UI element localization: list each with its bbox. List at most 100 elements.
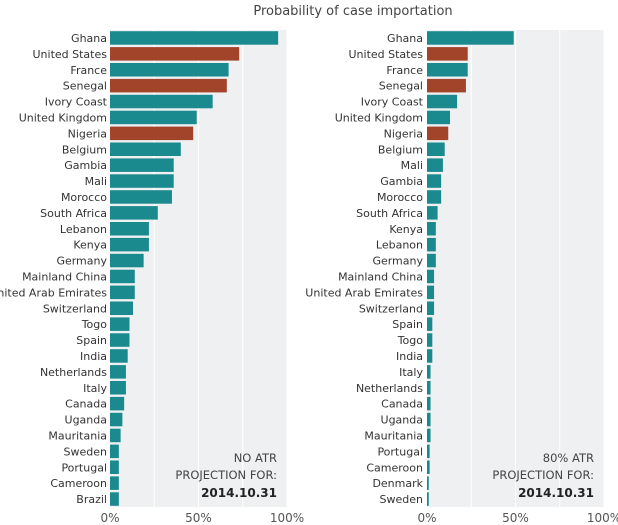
x-tick-label: 100% xyxy=(587,511,618,525)
category-label: South Africa xyxy=(40,207,107,220)
category-label: Mainland China xyxy=(22,270,107,283)
bar-united-kingdom xyxy=(427,110,451,125)
bar-sweden xyxy=(427,492,429,506)
bar-united-kingdom xyxy=(110,110,197,125)
bar-togo xyxy=(427,333,433,347)
category-label: Ghana xyxy=(71,32,107,45)
bar-senegal xyxy=(110,78,227,93)
bar-netherlands xyxy=(427,381,431,395)
bar-italy xyxy=(110,381,126,395)
bar-belgium xyxy=(427,142,445,156)
bar-mainland-china xyxy=(427,269,435,284)
category-label: United Arab Emirates xyxy=(305,286,423,299)
category-label: Nigeria xyxy=(68,127,107,140)
panel-2: Ghana United States France Senegal Ivory Coa… xyxy=(305,30,618,525)
category-label: Switzerland xyxy=(359,302,423,315)
bar-portugal xyxy=(110,460,119,474)
category-label: Kenya xyxy=(73,239,107,252)
bar-mainland-china xyxy=(110,269,135,284)
category-label: Brazil xyxy=(76,493,107,506)
category-label: Sweden xyxy=(380,493,423,506)
x-tick-label: 50% xyxy=(185,511,212,525)
category-label: Germany xyxy=(56,255,107,268)
bar-ivory-coast xyxy=(427,94,458,109)
category-label: France xyxy=(70,64,107,77)
category-label: Senegal xyxy=(379,80,423,93)
category-label: Ivory Coast xyxy=(361,96,424,109)
category-label: Gambia xyxy=(64,159,107,172)
bar-switzerland xyxy=(110,301,134,315)
category-label: Mainland China xyxy=(338,270,423,283)
x-tick-label: 50% xyxy=(502,511,529,525)
bar-togo xyxy=(110,317,130,331)
annotation-line1: NO ATR xyxy=(234,451,277,465)
category-label: Mauritania xyxy=(364,429,423,442)
bar-united-states xyxy=(110,47,240,61)
category-label: United States xyxy=(349,48,424,61)
category-label: Gambia xyxy=(380,175,423,188)
category-label: Netherlands xyxy=(40,366,107,379)
category-label: Portugal xyxy=(61,461,107,474)
category-label: Italy xyxy=(399,366,423,379)
bar-france xyxy=(110,63,229,77)
category-label: Mauritania xyxy=(48,429,107,442)
x-tick-label: 100% xyxy=(270,511,304,525)
category-label: Cameroon xyxy=(366,461,423,474)
category-label: United Kingdom xyxy=(335,111,423,124)
category-label: Ivory Coast xyxy=(45,96,108,109)
bar-gambia xyxy=(427,174,442,188)
bar-india xyxy=(427,349,433,363)
bar-senegal xyxy=(427,78,466,93)
bar-mauritania xyxy=(427,428,431,443)
bar-netherlands xyxy=(110,365,126,379)
bar-mali xyxy=(110,174,174,188)
category-label: United States xyxy=(33,48,108,61)
annotation-date: 2014.10.31 xyxy=(201,486,277,500)
category-label: Spain xyxy=(76,334,107,347)
bar-germany xyxy=(110,253,144,268)
category-label: Morocco xyxy=(61,191,107,204)
bar-canada xyxy=(110,396,125,411)
category-label: Netherlands xyxy=(356,382,423,395)
category-label: Canada xyxy=(65,398,107,411)
bar-morocco xyxy=(427,190,442,204)
panel-1: Ghana United States France Senegal Ivory Coa… xyxy=(0,30,304,525)
bar-ivory-coast xyxy=(110,94,213,109)
category-label: Ghana xyxy=(387,32,423,45)
category-label: Uganda xyxy=(65,414,107,427)
bar-cameroon xyxy=(110,476,119,490)
category-label: Switzerland xyxy=(43,302,107,315)
category-label: Morocco xyxy=(377,191,423,204)
category-label: Senegal xyxy=(63,80,107,93)
bar-united-states xyxy=(427,47,468,61)
category-label: Mali xyxy=(401,159,423,172)
bar-portugal xyxy=(427,444,430,459)
category-label: Mali xyxy=(85,175,107,188)
category-label: India xyxy=(396,350,423,363)
bar-india xyxy=(110,349,128,363)
category-label: Portugal xyxy=(377,445,423,458)
bar-switzerland xyxy=(427,301,435,315)
bar-south-africa xyxy=(427,206,438,220)
category-label: Denmark xyxy=(372,477,423,490)
annotation-line1: 80% ATR xyxy=(543,451,594,465)
bar-denmark xyxy=(427,476,429,490)
category-label: South Africa xyxy=(356,207,423,220)
bar-south-africa xyxy=(110,206,158,220)
bar-germany xyxy=(427,253,436,268)
bar-ghana xyxy=(110,31,279,45)
category-label: Uganda xyxy=(381,414,423,427)
category-label: Lebanon xyxy=(60,223,107,236)
category-label: Spain xyxy=(392,318,423,331)
x-tick-label: 0% xyxy=(417,511,436,525)
bar-mauritania xyxy=(110,428,121,443)
annotation-line2: PROJECTION FOR: xyxy=(175,468,277,482)
bar-france xyxy=(427,63,468,77)
category-label: Cameroon xyxy=(50,477,107,490)
bar-kenya xyxy=(110,237,149,252)
bar-uganda xyxy=(110,412,123,427)
bar-sweden xyxy=(110,444,119,459)
category-label: Togo xyxy=(81,318,108,331)
